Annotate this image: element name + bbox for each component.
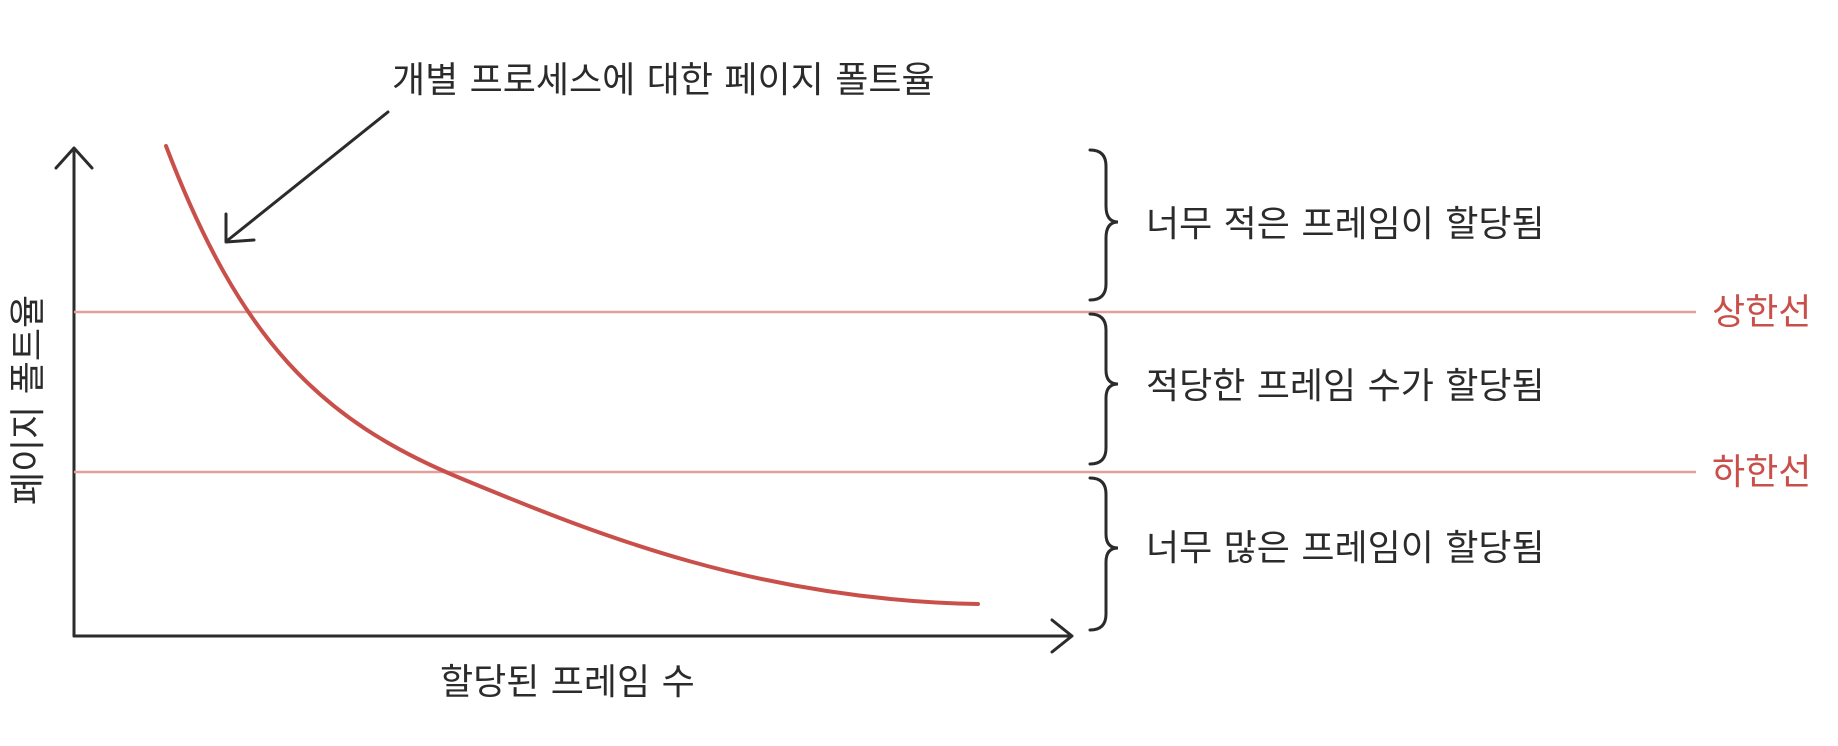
x-axis-label: 할당된 프레임 수	[440, 662, 695, 703]
annotation-label: 개별 프로세스에 대한 페이지 폴트율	[392, 60, 935, 101]
brace-top	[1088, 148, 1119, 302]
x-axis-arrowhead	[1050, 618, 1074, 654]
region-label-top: 너무 적은 프레임이 할당됨	[1146, 204, 1545, 245]
brace-bottom	[1088, 476, 1119, 632]
region-label-bottom: 너무 많은 프레임이 할당됨	[1146, 528, 1545, 569]
y-axis-arrowhead	[54, 146, 94, 170]
region-label-middle: 적당한 프레임 수가 할당됨	[1146, 366, 1545, 407]
y-axis	[54, 146, 94, 638]
upper-threshold-label: 상한선	[1712, 292, 1811, 333]
y-axis-label: 페이지 폴트율	[8, 295, 49, 505]
brace-middle	[1088, 312, 1119, 466]
x-axis	[72, 618, 1074, 654]
lower-threshold-label: 하한선	[1712, 452, 1811, 493]
page-fault-curve	[164, 144, 980, 606]
annotation-arrow	[224, 110, 390, 244]
